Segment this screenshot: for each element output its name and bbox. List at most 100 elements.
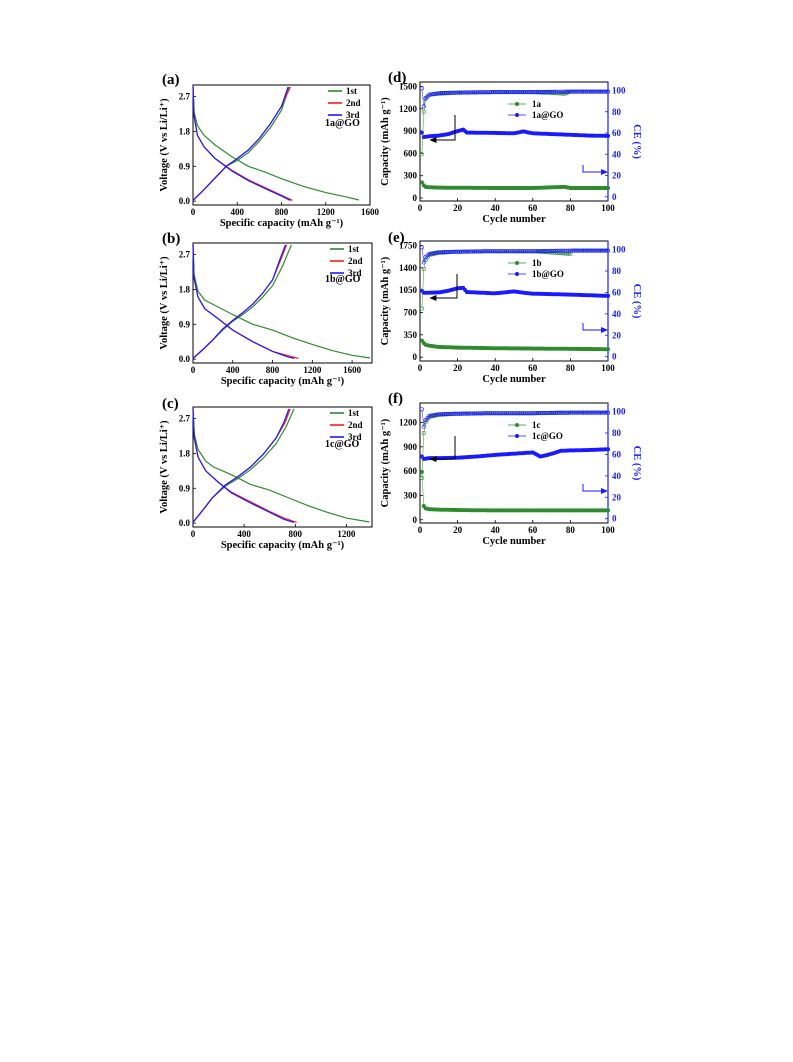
x-tick-label: 80 (566, 525, 576, 535)
data-point-CE 1a@GO (491, 90, 496, 95)
data-point-CE 1b@GO (596, 248, 601, 253)
series-1st-discharge (192, 408, 370, 523)
data-point-CE 1c@GO (557, 410, 562, 415)
data-point-CE 1b (425, 255, 430, 260)
y-right-axis-label: CE (%) (631, 124, 642, 159)
legend-label: 1c@GO (532, 431, 563, 441)
y-right-tick-label: 100 (612, 407, 626, 417)
x-tick-label: 1200 (317, 207, 336, 217)
data-point-CE 1c@GO (526, 411, 531, 416)
y-tick-label: 2.7 (179, 414, 191, 424)
data-point-CE 1b@GO (566, 248, 571, 253)
data-point-CE 1c@GO (487, 411, 492, 416)
series-2nd-charge (192, 86, 291, 201)
y-tick-label: 300 (404, 171, 418, 181)
data-point-CE 1b@GO (517, 249, 522, 254)
series-3rd-charge (192, 86, 289, 201)
data-point-CE 1b@GO (493, 249, 498, 254)
sample-annotation: 1c@GO (325, 439, 360, 450)
data-point-CE 1b@GO (459, 249, 464, 254)
data-point-CE 1a@GO (496, 90, 501, 95)
series-line-1c (421, 471, 608, 511)
panel-label: (d) (388, 70, 406, 86)
y-tick-label: 700 (404, 307, 418, 317)
data-point-CE 1a@GO (419, 86, 424, 91)
data-point-CE 1c@GO (585, 410, 590, 415)
plot-frame (192, 84, 371, 206)
data-point-CE 1a@GO (481, 90, 486, 95)
data-point-CE 1b@GO (558, 248, 563, 253)
data-point-CE 1c@GO (464, 411, 469, 416)
data-point-CE 1b@GO (491, 249, 496, 254)
data-point-1c (605, 508, 610, 513)
data-point-CE 1a@GO (493, 90, 498, 95)
data-point-CE 1b@GO (468, 249, 473, 254)
data-point-CE 1a@GO (519, 90, 524, 95)
data-point-CE 1c@GO (594, 410, 599, 415)
data-point-CE 1a@GO (442, 91, 447, 96)
data-point-CE 1a@GO (585, 89, 590, 94)
data-point-CE 1c@GO (549, 410, 554, 415)
data-point-CE 1c@GO (498, 411, 503, 416)
data-point-CE 1c@GO (560, 410, 565, 415)
data-point-CE 1c@GO (440, 412, 445, 417)
data-point-CE 1b@GO (585, 248, 590, 253)
x-axis-label: Cycle number (482, 374, 546, 385)
data-point-CE 1a@GO (532, 90, 537, 95)
series-3rd-charge (192, 408, 290, 523)
y-tick-label: 600 (404, 466, 418, 476)
data-point-CE 1b (566, 251, 571, 256)
x-axis-label: Specific capacity (mAh g⁻¹) (220, 218, 344, 229)
plot-frame (192, 406, 373, 528)
data-point-CE 1c@GO (517, 411, 522, 416)
data-point-CE 1a@GO (510, 90, 515, 95)
data-point-1a (419, 180, 424, 185)
panel-label: (e) (388, 230, 405, 246)
y-tick-label: 0.9 (179, 483, 191, 493)
y-axis-label: Capacity (mAh g⁻¹) (380, 97, 391, 186)
data-point-CE 1c@GO (481, 411, 486, 416)
data-point-CE 1b@GO (538, 249, 543, 254)
data-point-CE 1c@GO (551, 410, 556, 415)
data-point-CE 1c@GO (577, 410, 582, 415)
data-point-CE 1c@GO (479, 411, 484, 416)
data-point-CE 1b@GO (553, 248, 558, 253)
data-point-CE 1b@GO (530, 249, 535, 254)
data-point-CE 1c@GO (449, 411, 454, 416)
data-point-CE 1b@GO (446, 250, 451, 255)
data-point-CE 1b (562, 251, 567, 256)
data-point-CE 1c@GO (493, 411, 498, 416)
data-point-CE 1c@GO (528, 411, 533, 416)
data-point-CE 1b@GO (451, 249, 456, 254)
data-point-CE 1c@GO (558, 410, 563, 415)
data-point-CE 1b@GO (476, 249, 481, 254)
data-point-CE 1a@GO (521, 90, 526, 95)
y-tick-label: 0.0 (179, 518, 191, 528)
data-point-CE 1b@GO (474, 249, 479, 254)
data-point-CE 1b@GO (504, 249, 509, 254)
data-point-CE 1c@GO (575, 410, 580, 415)
data-point-CE 1a@GO (526, 90, 531, 95)
data-point-CE 1c@GO (532, 411, 537, 416)
panel-c: (c) 0 400 800 1200 0.0 0.9 1.8 2.7 Specific capac… (159, 396, 373, 551)
x-axis-label: Cycle number (482, 536, 546, 547)
x-tick-label: 0 (418, 525, 423, 535)
data-point-CE 1c@GO (434, 412, 439, 417)
series-line-CE 1b (421, 250, 608, 309)
data-point-CE 1a@GO (508, 90, 513, 95)
y-tick-label: 0.9 (179, 319, 191, 329)
data-point-CE 1c@GO (496, 411, 501, 416)
data-point-CE 1b@GO (478, 249, 483, 254)
x-tick-label: 400 (226, 365, 240, 375)
legend-marker (515, 272, 519, 276)
data-point-CE 1a@GO (594, 89, 599, 94)
data-point-CE 1c@GO (568, 410, 573, 415)
data-point-CE 1b@GO (496, 249, 501, 254)
plot-frame (192, 242, 373, 364)
data-point-CE 1a@GO (575, 89, 580, 94)
data-point-CE 1b@GO (498, 249, 503, 254)
data-point-CE 1a@GO (436, 91, 441, 96)
y-tick-label: 0 (413, 515, 418, 525)
data-point-CE 1c@GO (455, 411, 460, 416)
